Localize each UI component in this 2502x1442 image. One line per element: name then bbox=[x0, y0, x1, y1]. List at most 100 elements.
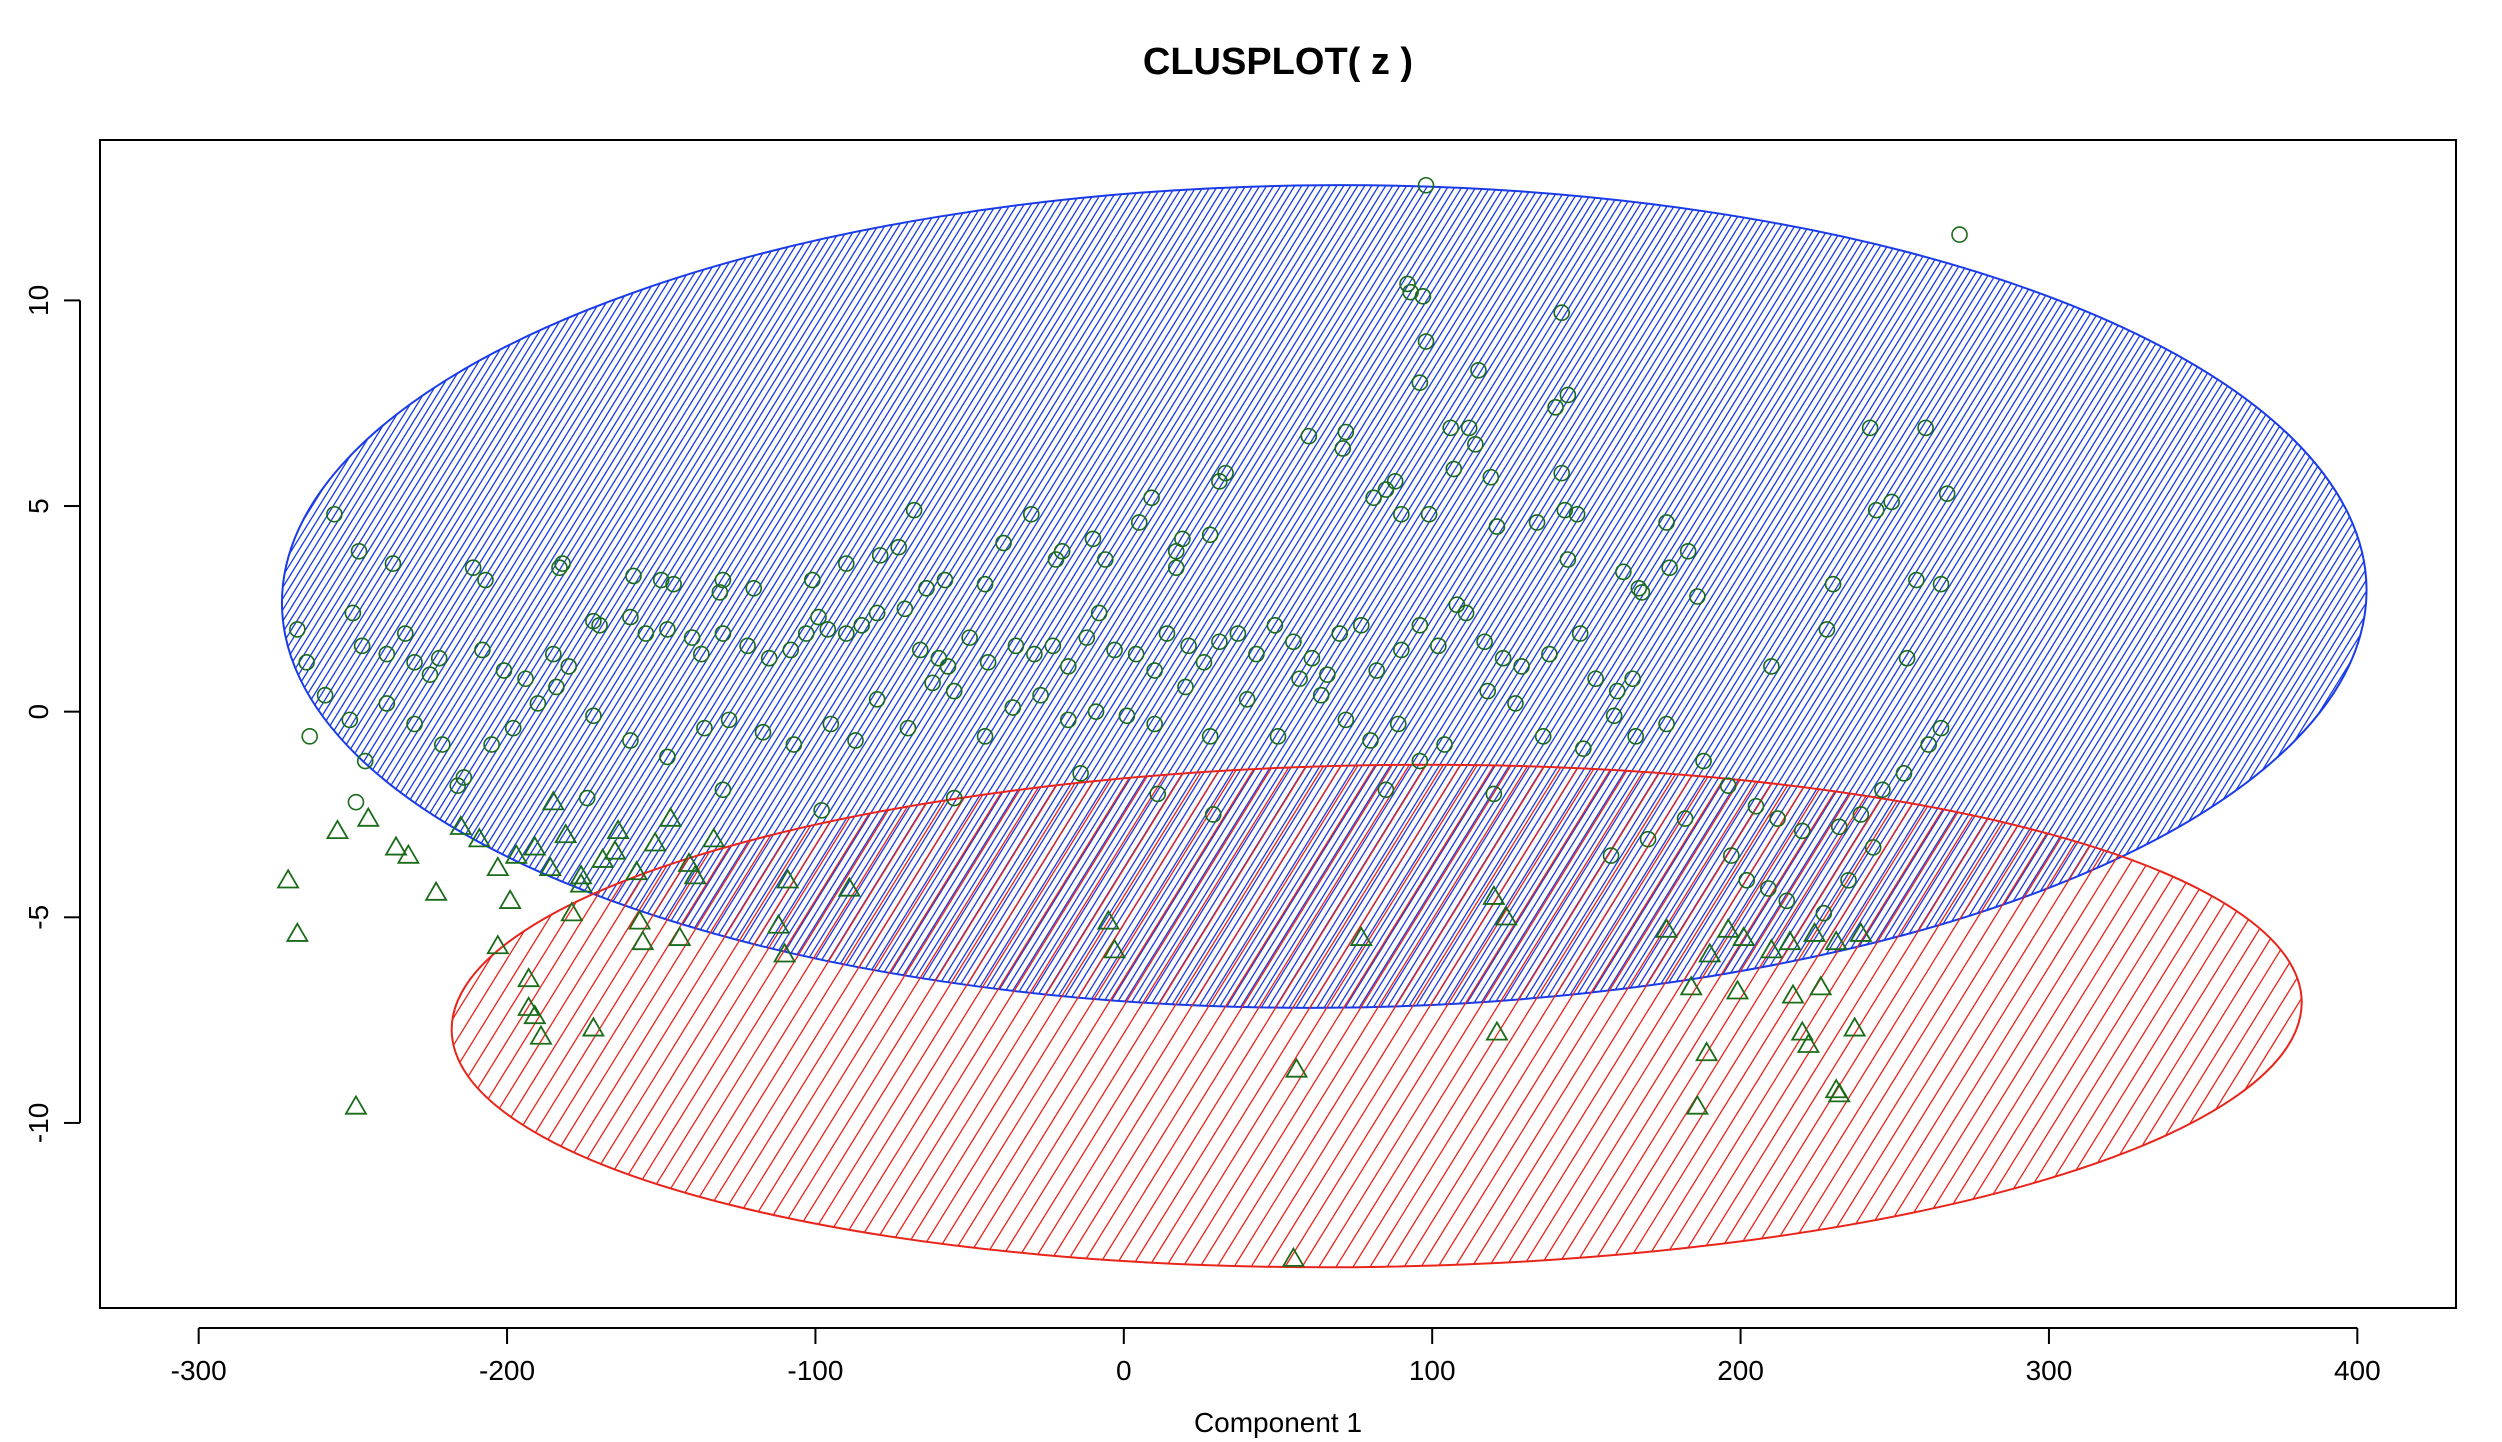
hatch-line bbox=[1689, 177, 2225, 1016]
hatch-line bbox=[279, 177, 559, 1016]
hatch-line bbox=[520, 177, 1056, 1016]
cluster-1-point bbox=[899, 719, 917, 737]
cluster-1-point bbox=[1824, 575, 1842, 593]
cluster-1-point bbox=[1146, 662, 1163, 679]
hatch-line bbox=[1136, 177, 1672, 1016]
hatch-line bbox=[932, 750, 1270, 1282]
cluster-1-point bbox=[693, 645, 710, 663]
hatch-line bbox=[1241, 177, 1777, 1016]
hatch-line bbox=[1646, 750, 1984, 1282]
hatch-line bbox=[1269, 177, 1805, 1016]
hatch-line bbox=[1927, 177, 2370, 1016]
cluster-1-point bbox=[301, 728, 318, 745]
hatch-line bbox=[1591, 177, 2127, 1016]
cluster-1-point bbox=[961, 629, 978, 646]
cluster-1-point bbox=[890, 538, 907, 556]
hatch-line bbox=[2179, 177, 2370, 1016]
x-axis: -300 -200 -100 0 100 200 300 400 bbox=[171, 1327, 2381, 1386]
hatch-line bbox=[1901, 750, 2239, 1282]
hatch-line bbox=[1150, 177, 1686, 1016]
hatch-line bbox=[1629, 750, 1967, 1282]
hatch-line bbox=[2432, 165, 2502, 1028]
hatch-line bbox=[279, 177, 797, 1016]
hatch-line bbox=[1325, 177, 1861, 1016]
hatch-line bbox=[745, 750, 1083, 1282]
hatch-line bbox=[387, 177, 923, 1016]
cluster-1-point bbox=[659, 621, 676, 638]
hatch-line bbox=[1164, 177, 1700, 1016]
cluster-1-point bbox=[1106, 641, 1123, 659]
cluster-1-point bbox=[1658, 715, 1675, 733]
x-tick-label: 200 bbox=[1717, 1355, 1764, 1386]
hatch-line bbox=[1663, 750, 2001, 1282]
cluster-2-point bbox=[467, 827, 491, 848]
hatch-line bbox=[2105, 750, 2306, 1282]
cluster-1-point bbox=[341, 711, 359, 729]
hatch-line bbox=[2088, 750, 2306, 1282]
cluster-1-point bbox=[1072, 765, 1089, 782]
cluster-1-point bbox=[1932, 719, 1950, 737]
hatch-line bbox=[723, 177, 1259, 1016]
hatch-line bbox=[1087, 177, 1623, 1016]
hatch-line bbox=[1204, 750, 1542, 1282]
hatch-line bbox=[1346, 177, 1882, 1016]
hatch-line bbox=[2060, 177, 2370, 1016]
hatch-line bbox=[597, 177, 1133, 1016]
hatch-line bbox=[1353, 177, 1889, 1016]
hatch-line bbox=[835, 177, 1371, 1016]
hatch-line bbox=[279, 177, 692, 1016]
hatch-line bbox=[1391, 750, 1729, 1282]
cluster-1-point bbox=[696, 719, 713, 737]
cluster-2-point bbox=[776, 868, 800, 889]
hatch-line bbox=[2046, 177, 2370, 1016]
hatch-line bbox=[2277, 177, 2370, 1016]
hatch-line bbox=[2258, 750, 2306, 1282]
cluster-1-point bbox=[754, 723, 772, 741]
cluster-1-point bbox=[384, 555, 402, 572]
cluster-1-point bbox=[760, 649, 778, 667]
hatch-line bbox=[2156, 750, 2306, 1282]
hatch-line bbox=[279, 177, 517, 1016]
cluster-2-point bbox=[523, 835, 547, 856]
hatch-line bbox=[2327, 745, 2502, 1287]
cluster-1-point bbox=[1097, 551, 1114, 568]
hatch-line bbox=[1017, 177, 1553, 1016]
y-axis: -10 -5 0 5 10 bbox=[23, 285, 81, 1143]
cluster-1-point bbox=[637, 625, 655, 642]
hatch-line bbox=[898, 177, 1434, 1016]
hatch-line bbox=[847, 750, 1185, 1282]
cluster-1-point bbox=[976, 575, 994, 593]
hatch-line bbox=[1094, 177, 1630, 1016]
hatch-line bbox=[744, 177, 1280, 1016]
hatch-line bbox=[282, 177, 818, 1016]
cluster-1-point bbox=[1559, 551, 1577, 568]
cluster-1-point bbox=[1760, 880, 1777, 897]
cluster-2-point bbox=[1685, 1094, 1709, 1115]
cluster-2-point bbox=[1781, 983, 1805, 1004]
hatch-line bbox=[2376, 165, 2502, 1028]
hatch-line bbox=[1000, 750, 1338, 1282]
hatch-line bbox=[279, 177, 552, 1016]
hatch-line bbox=[1493, 750, 1831, 1282]
cluster-2-hatching bbox=[447, 745, 2502, 1287]
cluster-1-point bbox=[347, 793, 365, 811]
hatch-line bbox=[436, 177, 972, 1016]
hatch-line bbox=[949, 750, 1287, 1282]
hatch-line bbox=[2186, 177, 2370, 1016]
hatch-line bbox=[728, 750, 1066, 1282]
hatch-line bbox=[1340, 750, 1678, 1282]
cluster-1-point bbox=[1248, 645, 1265, 663]
hatch-line bbox=[983, 750, 1321, 1282]
hatch-line bbox=[730, 177, 1266, 1016]
hatch-line bbox=[1661, 177, 2197, 1016]
cluster-1-point bbox=[1633, 584, 1651, 601]
hatch-line bbox=[1682, 177, 2218, 1016]
cluster-2-point bbox=[606, 819, 630, 840]
hatch-line bbox=[457, 177, 993, 1016]
cluster-1-point bbox=[1951, 226, 1968, 243]
cluster-1-point bbox=[1895, 765, 1913, 782]
hatch-line bbox=[1213, 177, 1749, 1016]
hatch-line bbox=[2235, 177, 2370, 1016]
cluster-1-point bbox=[918, 579, 935, 597]
